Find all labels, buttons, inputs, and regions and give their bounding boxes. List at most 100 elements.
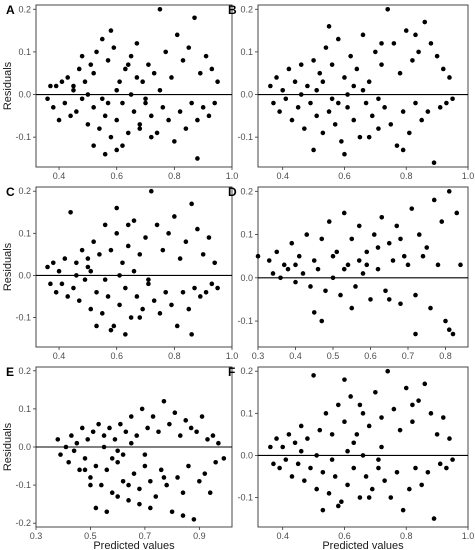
data-point: [266, 258, 272, 263]
x-tick-label: 0.9: [193, 531, 206, 541]
data-point: [68, 113, 73, 119]
data-point: [215, 285, 220, 291]
data-point: [271, 461, 276, 467]
data-point: [458, 262, 463, 268]
data-point: [431, 197, 437, 203]
data-point: [125, 130, 131, 136]
data-point: [379, 444, 384, 450]
x-tick-label: 0.3: [252, 351, 265, 361]
plot-frame: [257, 4, 469, 168]
data-point: [357, 134, 363, 140]
data-point: [323, 411, 329, 416]
data-point: [382, 478, 387, 483]
data-point: [394, 223, 400, 229]
data-point: [416, 232, 422, 237]
data-point: [379, 41, 384, 46]
y-tick-label: 0.0: [18, 442, 31, 452]
data-point: [382, 105, 387, 110]
panel-a: 0.4 0.6 0.8 1.0 -0.1 0.0 0.1 0.2A Residuals: [2, 3, 238, 181]
y-tick-label: 0.1: [240, 408, 253, 418]
x-tick-label: 0.8: [400, 531, 413, 541]
data-point: [91, 143, 96, 148]
data-point: [434, 432, 440, 437]
data-point: [342, 75, 347, 80]
data-point: [385, 368, 391, 374]
data-point: [278, 275, 283, 281]
data-point: [357, 495, 363, 500]
data-point: [407, 130, 412, 136]
data-point: [158, 467, 164, 473]
data-point: [295, 105, 301, 110]
data-point: [200, 252, 206, 257]
data-point: [56, 268, 62, 274]
y-tick-label: 0.2: [18, 366, 31, 376]
data-point: [274, 75, 279, 80]
y-axis-title: Residuals: [2, 422, 14, 471]
data-point: [364, 249, 370, 255]
y-tick-label: 0.0: [240, 450, 253, 460]
data-point: [91, 70, 96, 76]
data-point: [391, 406, 397, 412]
data-point: [169, 509, 175, 515]
data-point: [255, 253, 261, 259]
data-point: [323, 45, 329, 50]
data-point: [112, 437, 118, 442]
data-point: [379, 214, 385, 220]
data-point: [195, 156, 200, 161]
data-point: [137, 315, 143, 320]
data-point: [342, 151, 347, 157]
y-tick-label: 0.0: [18, 270, 31, 280]
data-point: [120, 260, 125, 266]
data-point: [292, 79, 298, 85]
plot-frame: [257, 186, 469, 348]
data-point: [388, 495, 394, 500]
data-point: [131, 218, 137, 223]
data-point: [379, 62, 384, 67]
data-point: [366, 423, 372, 429]
data-point: [120, 100, 125, 106]
data-point: [163, 289, 169, 295]
data-point: [206, 235, 212, 240]
data-point: [413, 292, 418, 298]
data-point: [319, 236, 325, 242]
data-point: [99, 482, 104, 488]
data-point: [376, 457, 381, 462]
data-point: [356, 223, 362, 229]
data-point: [161, 475, 167, 480]
x-tick-label: 0.4: [53, 351, 66, 361]
data-point: [94, 289, 99, 295]
data-point: [409, 206, 415, 211]
data-point: [157, 311, 163, 316]
data-point: [431, 160, 437, 166]
data-point: [102, 113, 108, 119]
x-tick-label: 1.0: [226, 351, 239, 361]
data-points: [268, 6, 455, 166]
data-point: [293, 279, 298, 285]
data-points: [45, 6, 220, 161]
y-tick-label: 0.1: [18, 404, 31, 414]
data-point: [345, 262, 351, 268]
data-point: [108, 134, 114, 140]
data-point: [175, 475, 180, 480]
data-point: [447, 436, 452, 441]
data-point: [289, 474, 295, 479]
data-point: [148, 134, 154, 140]
data-point: [180, 513, 186, 518]
x-tick-label: 0.3: [30, 531, 43, 541]
panel-c: 0.4 0.6 0.8 1.0 -0.1 0.0 0.1 0.2C Residuals: [2, 185, 238, 361]
data-point: [180, 490, 186, 496]
data-point: [114, 117, 120, 123]
data-point: [146, 62, 151, 67]
data-point: [314, 87, 319, 93]
x-tick-label: 0.8: [168, 351, 181, 361]
data-point: [172, 410, 178, 416]
x-tick-label: 0.7: [139, 531, 152, 541]
data-point: [317, 427, 323, 433]
data-point: [186, 306, 192, 312]
data-point: [115, 459, 120, 465]
data-point: [180, 289, 186, 295]
data-point: [400, 109, 406, 114]
data-point: [102, 151, 108, 157]
data-point: [394, 143, 400, 148]
data-point: [82, 79, 88, 85]
